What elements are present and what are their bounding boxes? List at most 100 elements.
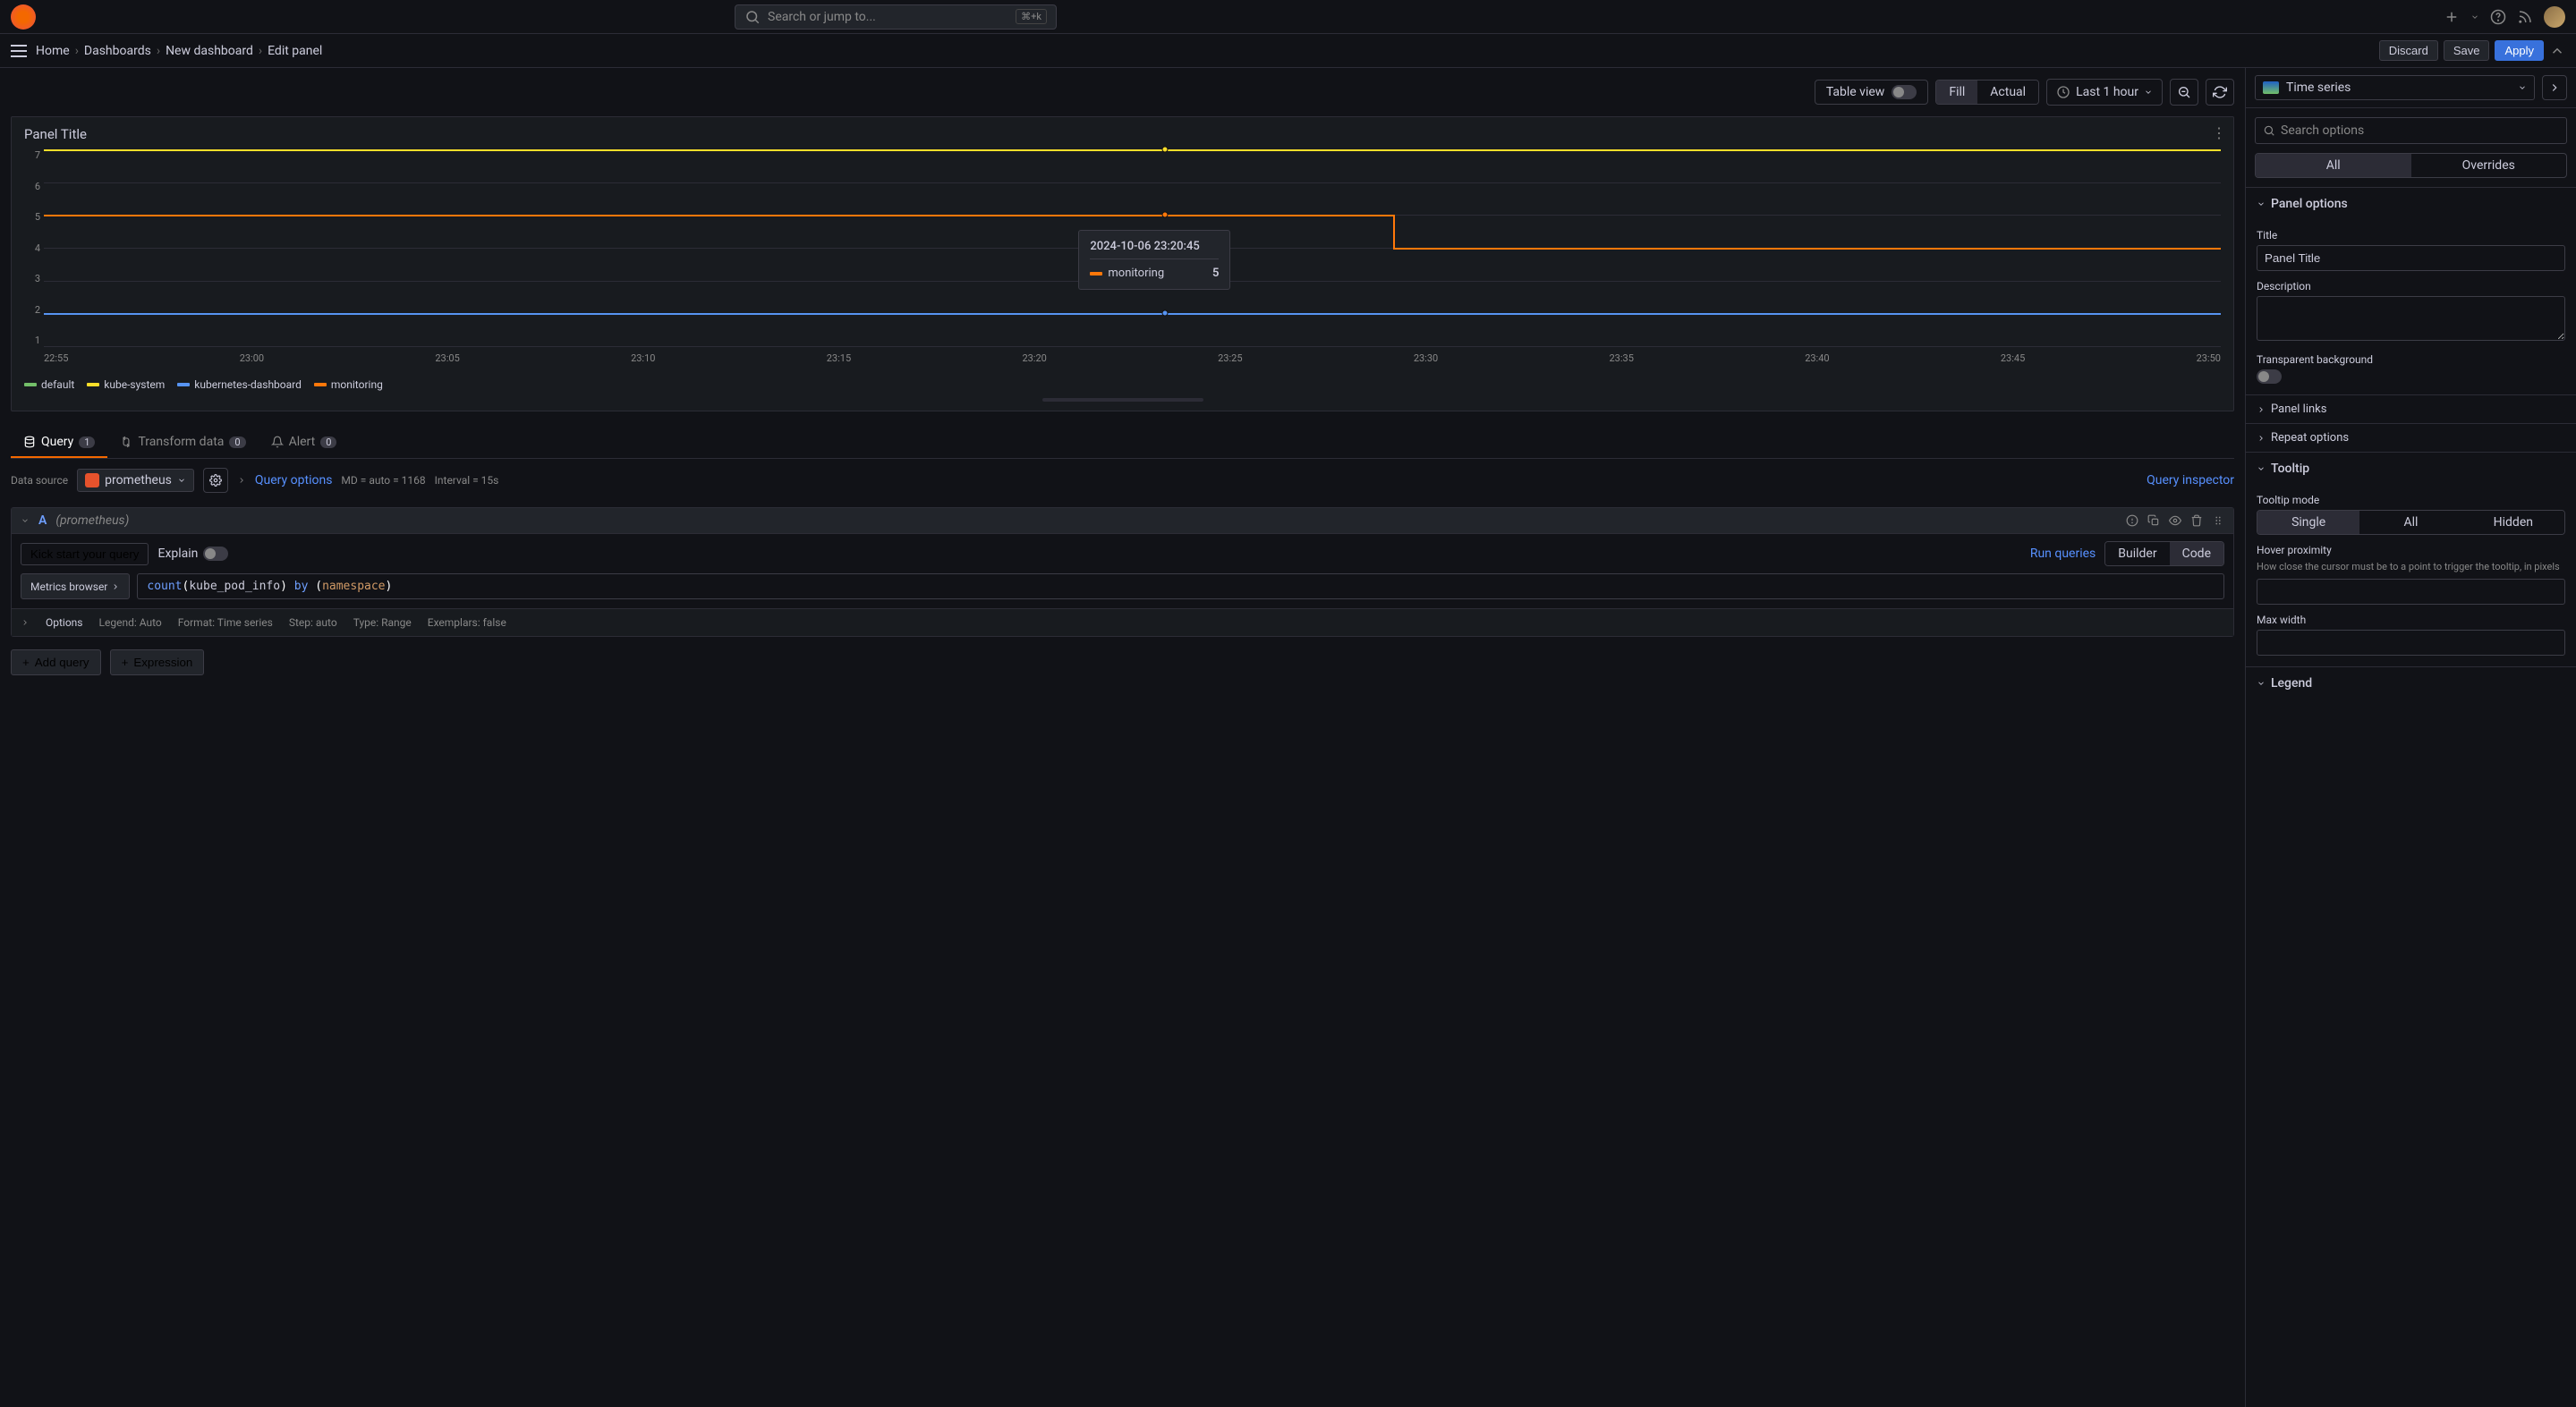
explain-switch[interactable]	[203, 547, 228, 561]
search-icon	[2263, 124, 2275, 137]
opt-exemplars: Exemplars: false	[428, 616, 506, 629]
save-button[interactable]: Save	[2444, 40, 2490, 61]
crumb-dashboards[interactable]: Dashboards	[84, 44, 151, 58]
legend-item[interactable]: monitoring	[314, 378, 383, 391]
query-editor: A (prometheus) Kick start your query Exp…	[11, 507, 2234, 637]
section-legend[interactable]: Legend	[2246, 666, 2576, 699]
section-panel-options[interactable]: Panel options	[2246, 187, 2576, 220]
transparent-bg-switch[interactable]	[2257, 369, 2282, 384]
chevron-right-icon[interactable]	[21, 618, 30, 627]
visualization-picker[interactable]: Time series	[2255, 75, 2535, 100]
eye-icon[interactable]	[2169, 514, 2181, 527]
hover-proximity-label: Hover proximity	[2257, 544, 2565, 556]
chevron-right-icon[interactable]	[237, 476, 246, 485]
crumb-home[interactable]: Home	[36, 44, 70, 58]
chevron-down-icon	[2257, 464, 2266, 473]
tab-overrides[interactable]: Overrides	[2411, 154, 2567, 177]
trash-icon[interactable]	[2190, 514, 2203, 527]
tab-transform[interactable]: Transform data 0	[107, 428, 258, 458]
rss-icon[interactable]	[2517, 9, 2533, 25]
section-panel-links[interactable]: Panel links	[2246, 394, 2576, 423]
panel-menu-icon[interactable]: ⋮	[2212, 124, 2226, 141]
chevron-down-icon[interactable]	[21, 516, 30, 525]
section-repeat-options[interactable]: Repeat options	[2246, 423, 2576, 452]
query-inspector-link[interactable]: Query inspector	[2147, 473, 2234, 487]
user-avatar[interactable]	[2544, 6, 2565, 28]
add-expression-button[interactable]: + Expression	[110, 649, 205, 675]
apply-button[interactable]: Apply	[2495, 40, 2544, 61]
max-width-input[interactable]	[2257, 630, 2565, 656]
drag-handle-icon[interactable]	[2212, 514, 2224, 527]
tab-query[interactable]: Query 1	[11, 428, 107, 458]
title-input[interactable]	[2257, 245, 2565, 271]
help-icon[interactable]	[2490, 9, 2506, 25]
tooltip-value: 5	[1212, 267, 1219, 280]
copy-icon[interactable]	[2147, 514, 2160, 527]
menu-toggle[interactable]	[11, 45, 27, 57]
chevron-down-icon[interactable]	[2470, 9, 2479, 25]
description-input[interactable]	[2257, 296, 2565, 341]
fill-option[interactable]: Fill	[1936, 81, 1977, 104]
metrics-browser-button[interactable]: Metrics browser	[21, 573, 130, 599]
section-tooltip[interactable]: Tooltip	[2246, 452, 2576, 485]
table-view-switch[interactable]	[1892, 85, 1917, 99]
tooltip-single[interactable]: Single	[2257, 511, 2359, 534]
zoom-out-icon	[2177, 85, 2191, 99]
chevron-right-icon	[2548, 81, 2561, 94]
discard-button[interactable]: Discard	[2379, 40, 2438, 61]
grafana-logo[interactable]	[11, 4, 36, 30]
opt-step: Step: auto	[289, 616, 337, 629]
legend-item[interactable]: kube-system	[87, 378, 165, 391]
help-icon[interactable]	[2126, 514, 2138, 527]
chart-legend: default kube-system kubernetes-dashboard mo…	[24, 378, 2221, 391]
hover-proximity-input[interactable]	[2257, 579, 2565, 605]
builder-mode[interactable]: Builder	[2105, 542, 2169, 565]
editor-tabs: Query 1 Transform data 0 Alert 0	[11, 428, 2234, 459]
interval-info: Interval = 15s	[435, 474, 499, 487]
clock-icon	[2056, 84, 2070, 100]
tab-all[interactable]: All	[2256, 154, 2411, 177]
global-search[interactable]: Search or jump to... ⌘+k	[735, 4, 1057, 30]
legend-item[interactable]: kubernetes-dashboard	[177, 378, 302, 391]
add-query-button[interactable]: + Add query	[11, 649, 101, 675]
search-options-input[interactable]: Search options	[2255, 117, 2567, 144]
transform-count-badge: 0	[229, 437, 245, 448]
chevron-up-icon[interactable]	[2549, 43, 2565, 59]
kick-start-button[interactable]: Kick start your query	[21, 543, 149, 565]
tooltip-all[interactable]: All	[2359, 511, 2461, 534]
query-source: (prometheus)	[55, 513, 129, 528]
chevron-down-icon	[2518, 83, 2527, 92]
run-queries-link[interactable]: Run queries	[2030, 547, 2096, 561]
table-view-toggle[interactable]: Table view	[1815, 80, 1929, 105]
viz-name: Time series	[2286, 81, 2351, 95]
query-options-link[interactable]: Query options	[255, 473, 333, 487]
crumb-edit-panel: Edit panel	[268, 44, 322, 58]
chevron-right-icon	[111, 582, 120, 591]
actual-option[interactable]: Actual	[1977, 81, 2038, 104]
chevron-down-icon	[177, 476, 186, 485]
chart-tooltip: 2024-10-06 23:20:45 monitoring 5	[1078, 230, 1230, 290]
time-range-picker[interactable]: Last 1 hour	[2046, 79, 2163, 106]
collapse-sidebar-button[interactable]	[2542, 75, 2567, 100]
crumb-new-dashboard[interactable]: New dashboard	[166, 44, 253, 58]
search-kbd: ⌘+k	[1016, 9, 1047, 24]
opt-format: Format: Time series	[178, 616, 273, 629]
options-link[interactable]: Options	[46, 616, 83, 629]
query-expression-input[interactable]: count(kube_pod_info) by (namespace)	[137, 573, 2224, 599]
refresh-button[interactable]	[2206, 79, 2234, 106]
transparent-bg-label: Transparent background	[2257, 353, 2565, 366]
max-width-label: Max width	[2257, 614, 2565, 626]
refresh-icon	[2213, 85, 2227, 99]
datasource-settings-button[interactable]	[203, 468, 228, 493]
legend-item[interactable]: default	[24, 378, 74, 391]
plus-icon[interactable]	[2444, 9, 2460, 25]
title-label: Title	[2257, 229, 2565, 242]
tooltip-mode-label: Tooltip mode	[2257, 494, 2565, 506]
md-info: MD = auto = 1168	[341, 474, 425, 487]
tab-alert[interactable]: Alert 0	[259, 428, 350, 458]
zoom-out-button[interactable]	[2170, 79, 2198, 106]
code-mode[interactable]: Code	[2170, 542, 2223, 565]
tooltip-swatch	[1090, 272, 1102, 275]
datasource-select[interactable]: prometheus	[77, 469, 194, 492]
tooltip-hidden[interactable]: Hidden	[2462, 511, 2564, 534]
